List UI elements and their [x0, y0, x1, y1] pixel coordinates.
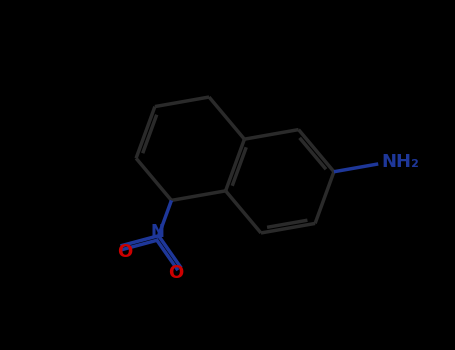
- Text: O: O: [168, 264, 183, 282]
- Text: O: O: [117, 243, 133, 261]
- Text: N: N: [151, 223, 165, 241]
- Text: NH₂: NH₂: [381, 153, 419, 171]
